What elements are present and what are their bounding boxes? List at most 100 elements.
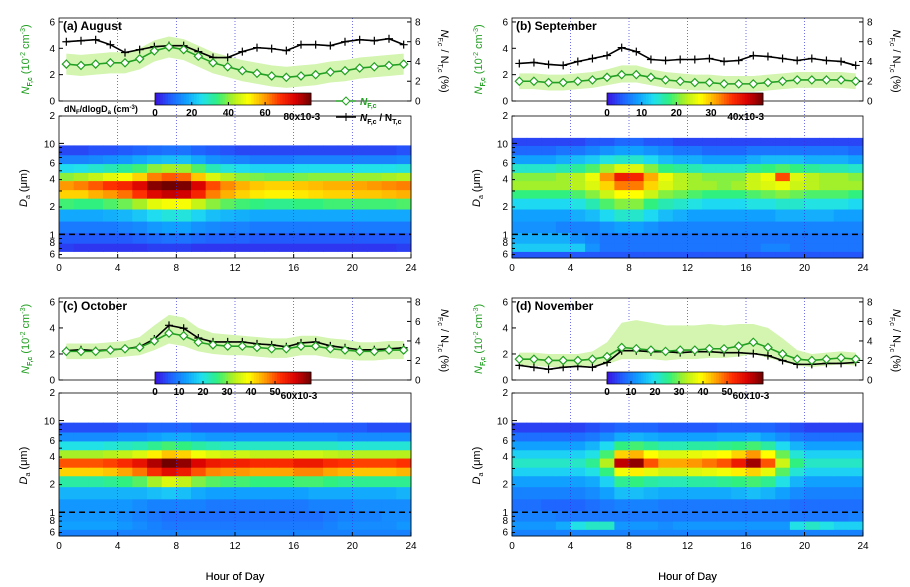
right-axis-label: NF,c / NT,c (%) bbox=[888, 30, 902, 93]
heatmap-cell bbox=[308, 180, 324, 191]
heatmap-cell bbox=[658, 221, 674, 233]
heatmap-cell bbox=[147, 221, 163, 233]
heatmap-cell bbox=[235, 180, 251, 191]
heatmap-cell bbox=[191, 422, 207, 433]
heatmap-cell bbox=[789, 209, 805, 222]
heatmap-cell bbox=[716, 221, 732, 233]
heatmap-cell bbox=[731, 198, 747, 210]
heatmap-cell bbox=[687, 180, 703, 191]
colorbar-segment bbox=[757, 372, 761, 384]
heatmap-cell bbox=[117, 243, 133, 252]
heatmap-cell bbox=[367, 475, 383, 488]
nf-point bbox=[777, 349, 788, 359]
colorbar-segment bbox=[646, 93, 649, 105]
heatmap-cell bbox=[643, 198, 659, 210]
right-tick-label: 8 bbox=[867, 297, 873, 308]
nf-point bbox=[689, 345, 700, 355]
colorbar-segment bbox=[201, 372, 205, 384]
colorbar-segment bbox=[755, 93, 759, 105]
nf-point bbox=[792, 354, 803, 365]
heatmap-cell bbox=[570, 521, 586, 530]
ratio-point bbox=[77, 36, 85, 45]
heatmap-cell bbox=[132, 232, 148, 244]
colorbar-segment bbox=[617, 93, 621, 105]
heatmap-cell bbox=[88, 521, 104, 530]
heatmap-cell bbox=[629, 458, 645, 468]
heatmap-cell bbox=[819, 422, 835, 433]
heatmap-cell bbox=[191, 180, 207, 191]
heatmap-cell bbox=[599, 172, 615, 182]
right-tick-label: 4 bbox=[415, 57, 421, 68]
heatmap-cell bbox=[367, 510, 383, 522]
heatmap-cell bbox=[555, 432, 571, 442]
heatmap-cell bbox=[716, 209, 732, 222]
heatmap-cell bbox=[833, 458, 849, 468]
heatmap-cell bbox=[555, 209, 571, 222]
heatmap-cell bbox=[541, 458, 557, 468]
heatmap-cell bbox=[132, 422, 148, 433]
heatmap-cell bbox=[73, 475, 89, 488]
heatmap-cell bbox=[323, 180, 339, 191]
nf-point bbox=[90, 59, 101, 69]
heatmap-cell bbox=[73, 189, 89, 199]
ratio-point bbox=[529, 363, 538, 372]
x-axis-label: Hour of Day bbox=[206, 571, 265, 583]
heatmap-cell bbox=[59, 432, 75, 442]
heatmap-cell bbox=[555, 154, 571, 165]
heatmap-cell bbox=[658, 251, 674, 259]
heatmap-cell bbox=[264, 232, 280, 244]
colorbar-segment bbox=[648, 93, 652, 105]
colorbar-segment bbox=[196, 93, 200, 105]
heatmap-cell bbox=[643, 432, 659, 442]
colorbar-segment bbox=[212, 93, 216, 105]
heatmap-cell bbox=[117, 475, 133, 488]
heatmap-cell bbox=[526, 243, 542, 252]
heatmap-cell bbox=[396, 180, 412, 191]
heatmap-cell bbox=[59, 209, 75, 222]
heatmap-cell bbox=[672, 221, 688, 233]
nf-point bbox=[252, 342, 262, 353]
left-axis-label: NF,c (10-2 cm-3) bbox=[473, 304, 487, 374]
heatmap bbox=[512, 137, 864, 259]
colorbar-segment bbox=[295, 372, 299, 384]
colorbar-segment bbox=[207, 93, 210, 105]
nf-point bbox=[514, 76, 525, 87]
nf-point bbox=[384, 345, 394, 355]
heatmap-cell bbox=[570, 422, 586, 433]
colorbar-segment bbox=[659, 372, 662, 384]
heatmap-cell bbox=[775, 529, 791, 537]
heatmap-cell bbox=[746, 137, 762, 146]
heatmap-cell bbox=[147, 449, 163, 459]
heatmap-cell bbox=[848, 137, 864, 146]
heatmap-cell bbox=[672, 243, 688, 252]
heatmap-cell bbox=[147, 163, 163, 173]
log-major-label: 10 bbox=[497, 417, 509, 428]
heatmap-cell bbox=[687, 198, 703, 210]
heatmap-cell bbox=[176, 440, 192, 451]
heatmap-cell bbox=[381, 449, 397, 459]
heatmap-cell bbox=[599, 521, 615, 530]
heatmap-cell bbox=[264, 154, 280, 165]
heatmap-cell bbox=[73, 510, 89, 522]
colorbar-segment bbox=[269, 372, 273, 384]
nf-point bbox=[719, 79, 729, 89]
colorbar-segment bbox=[677, 93, 681, 105]
colorbar-segment bbox=[157, 93, 161, 105]
heatmap-cell bbox=[103, 163, 119, 173]
heatmap-cell bbox=[381, 221, 397, 233]
heatmap-cell bbox=[512, 467, 528, 477]
colorbar-segment bbox=[744, 372, 748, 384]
heatmap-cell bbox=[249, 189, 265, 199]
ratio-point bbox=[559, 61, 568, 70]
heatmap-cell bbox=[205, 475, 221, 488]
heatmap-cell bbox=[205, 221, 221, 233]
colorbar-tick-label: 40 bbox=[223, 108, 235, 119]
heatmap-cell bbox=[789, 521, 805, 530]
heatmap-cell bbox=[555, 467, 571, 477]
heatmap-cell bbox=[760, 232, 776, 244]
colorbar-segment bbox=[220, 372, 223, 384]
heatmap-cell bbox=[804, 232, 820, 244]
heatmap-cell bbox=[731, 432, 747, 442]
colorbar-segment bbox=[287, 93, 291, 105]
heatmap-cell bbox=[629, 232, 645, 244]
